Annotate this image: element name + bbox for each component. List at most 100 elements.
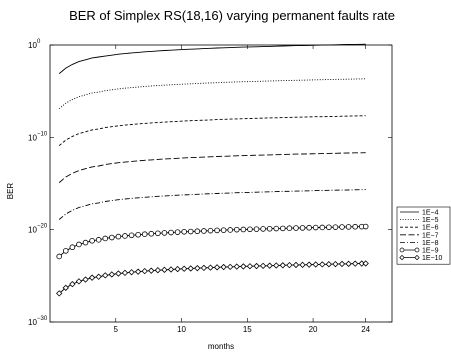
series-marker-diamond bbox=[319, 261, 326, 268]
legend-label-7: 1E−10 bbox=[422, 255, 443, 262]
series-marker-diamond bbox=[213, 264, 221, 271]
x-tick-label: 15 bbox=[243, 325, 252, 334]
y-tick-label: 10 bbox=[28, 41, 37, 50]
series-marker-diamond bbox=[299, 261, 306, 269]
series-marker-circle bbox=[155, 230, 161, 237]
series-marker-diamond bbox=[75, 278, 83, 285]
series-line-4 bbox=[58, 152, 366, 183]
series-lines bbox=[56, 43, 369, 297]
y-tick-label: 10 bbox=[28, 133, 37, 142]
series-marker-diamond bbox=[207, 264, 214, 271]
series-marker-circle bbox=[128, 232, 135, 239]
series-marker-circle bbox=[214, 227, 220, 234]
y-tick-exponent: −10 bbox=[37, 131, 48, 137]
series-marker-diamond bbox=[82, 276, 89, 283]
legend-label-1: 1E−4 bbox=[422, 210, 439, 217]
series-marker-diamond bbox=[167, 266, 175, 273]
series-marker-diamond bbox=[69, 280, 76, 288]
series-marker-diamond bbox=[62, 284, 69, 292]
legend-marker-diamond bbox=[399, 254, 405, 261]
legend: 1E−41E−51E−61E−71E−81E−91E−10 bbox=[396, 206, 451, 265]
series-marker-circle bbox=[227, 227, 234, 233]
series-marker-diamond bbox=[332, 260, 339, 268]
x-tick-label: 24 bbox=[361, 325, 370, 334]
series-marker-diamond bbox=[312, 261, 319, 268]
series-marker-circle bbox=[312, 224, 319, 231]
series-line-3 bbox=[58, 115, 366, 146]
series-marker-circle bbox=[253, 226, 260, 232]
series-marker-circle bbox=[332, 224, 339, 230]
series-marker-diamond bbox=[273, 262, 280, 269]
series-marker-circle bbox=[174, 229, 181, 235]
series-marker-circle bbox=[207, 227, 214, 234]
series-marker-diamond bbox=[240, 263, 247, 270]
series-marker-circle bbox=[266, 225, 273, 232]
legend-label-6: 1E−9 bbox=[422, 248, 439, 255]
series-marker-circle bbox=[181, 228, 187, 235]
x-tick-label: 20 bbox=[309, 325, 318, 334]
series-marker-circle bbox=[339, 224, 345, 230]
series-marker-circle bbox=[286, 225, 293, 231]
series-marker-circle bbox=[362, 223, 369, 230]
series-marker-circle bbox=[280, 225, 286, 232]
series-marker-circle bbox=[306, 224, 312, 231]
series-marker-circle bbox=[168, 229, 174, 236]
series-marker-circle bbox=[122, 233, 128, 239]
series-marker-diamond bbox=[279, 262, 286, 269]
series-marker-diamond bbox=[154, 267, 162, 274]
y-axis-label: BER bbox=[6, 183, 15, 200]
series-marker-diamond bbox=[338, 260, 346, 268]
legend-box bbox=[396, 206, 451, 265]
series-marker-circle bbox=[141, 231, 148, 237]
series-marker-diamond bbox=[259, 262, 267, 270]
series-marker-diamond bbox=[194, 265, 201, 272]
series-marker-diamond bbox=[95, 273, 102, 280]
series-marker-diamond bbox=[362, 260, 369, 267]
series-marker-diamond bbox=[161, 266, 168, 273]
series-marker-circle bbox=[273, 225, 280, 232]
series-marker-circle bbox=[62, 248, 69, 254]
series-marker-circle bbox=[201, 228, 207, 234]
series-marker-diamond bbox=[148, 267, 155, 274]
y-tick-exponent: −30 bbox=[37, 316, 48, 322]
series-marker-diamond bbox=[286, 261, 293, 269]
series-marker-circle bbox=[352, 223, 358, 230]
series-marker-circle bbox=[89, 237, 95, 244]
series-marker-circle bbox=[69, 244, 76, 251]
series-marker-circle bbox=[76, 241, 82, 248]
legend-label-4: 1E−7 bbox=[422, 232, 439, 239]
series-marker-diamond bbox=[253, 262, 260, 270]
series-marker-diamond bbox=[266, 262, 273, 269]
plot-border bbox=[49, 44, 393, 323]
series-marker-circle bbox=[194, 228, 201, 235]
series-marker-diamond bbox=[181, 265, 188, 272]
series-marker-diamond bbox=[305, 261, 313, 268]
series-marker-circle bbox=[109, 234, 115, 241]
series-marker-circle bbox=[260, 226, 266, 232]
series-marker-diamond bbox=[141, 267, 148, 275]
series-marker-diamond bbox=[187, 265, 194, 272]
plot-frame bbox=[49, 44, 393, 323]
x-tick-label: 10 bbox=[177, 325, 186, 334]
series-marker-diamond bbox=[88, 274, 96, 281]
series-marker-diamond bbox=[56, 290, 63, 297]
series-marker-diamond bbox=[121, 269, 129, 277]
series-marker-circle bbox=[135, 231, 141, 238]
series-marker-circle bbox=[220, 227, 227, 233]
series-marker-diamond bbox=[200, 264, 208, 272]
series-marker-circle bbox=[115, 233, 122, 240]
series-marker-circle bbox=[148, 230, 155, 237]
series-marker-diamond bbox=[345, 260, 352, 267]
y-tick-label: 10 bbox=[28, 226, 37, 235]
series-marker-circle bbox=[247, 226, 253, 233]
series-marker-diamond bbox=[128, 269, 135, 276]
legend-marker-diamond bbox=[414, 254, 420, 261]
series-marker-circle bbox=[319, 224, 326, 231]
x-tick-label: 5 bbox=[114, 325, 119, 334]
x-axis-label: months bbox=[208, 342, 234, 351]
series-marker-diamond bbox=[352, 260, 359, 267]
series-marker-diamond bbox=[292, 261, 300, 269]
y-tick-exponent: −20 bbox=[37, 224, 48, 230]
